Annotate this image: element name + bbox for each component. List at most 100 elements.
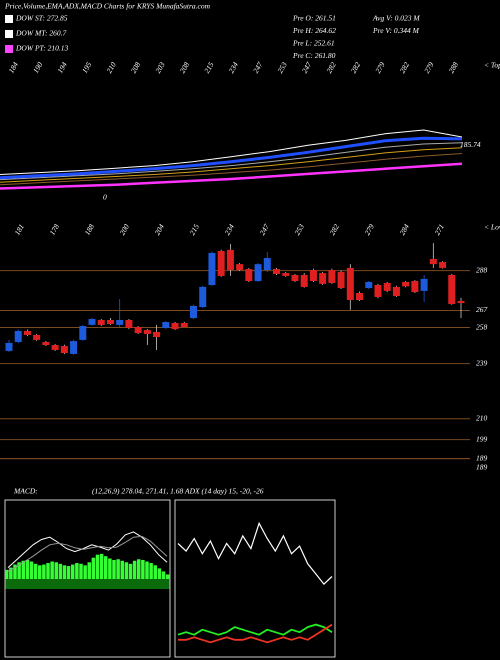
level-label: 258 [476,322,488,331]
top-label: 282 [398,60,412,74]
candle-top-label: 200 [118,222,132,236]
macd-label: MACD: [13,487,38,496]
macd-bar [124,562,129,579]
macd-bar [153,565,158,579]
macd-bar [95,554,100,579]
level-label: 267 [476,305,488,314]
level-label: 288 [476,265,488,274]
stat: Avg V: 0.023 M [372,14,420,23]
candle-body [420,278,428,291]
macd-bar [83,565,87,579]
stat: Pre H: 264.62 [292,26,336,35]
candle-body [236,264,244,271]
macd-bar [157,568,162,579]
top-label: 210 [104,60,118,74]
candle-top-label: 188 [83,222,97,236]
top-label: 203 [153,60,167,74]
candle-body [448,274,456,305]
series-line [0,136,463,180]
macd-bar [145,561,149,579]
candle-top-label: 282 [328,222,342,236]
candle-body [263,258,271,271]
candle-top-label: 284 [398,222,412,236]
candle-body [411,281,419,293]
candle-top-label: 204 [153,222,167,236]
macd-bar [108,558,112,579]
top-label: 247 [300,60,314,74]
macd-bar [99,553,104,579]
macd-bar [46,563,50,579]
candle-body [383,282,391,291]
side-label: < Lows [484,223,500,232]
macd-bar [54,562,59,579]
candle-body [23,330,31,335]
stat: Pre L: 252.61 [292,39,335,48]
macd-negative-zone [5,579,170,589]
candle-body [402,281,410,287]
series-line [0,142,463,181]
candle-body [153,331,161,338]
candle-body [457,300,465,304]
macd-bar [132,560,137,579]
legend-swatch [5,30,13,38]
macd-bar [120,560,125,579]
top-label: 282 [349,60,363,74]
macd-bar [75,563,79,579]
candle-top-label: 178 [48,222,62,236]
candle-body [300,274,308,287]
macd-bar [79,563,83,579]
legend-label: DOW MT: 260.7 [15,29,66,38]
series-line [0,162,463,190]
candle-body [217,251,225,276]
zero-label: 0 [103,193,107,202]
series-line [0,153,463,186]
macd-bar [149,563,153,579]
candle-body [291,274,299,282]
adx-frame [174,499,336,658]
macd-bar [91,557,96,579]
macd-bar [161,571,166,579]
candle-body [88,319,96,325]
top-label: 282 [324,60,338,74]
macd-bar [33,563,38,579]
candle-body [429,258,437,265]
candle-body [328,270,336,283]
candle-body [70,341,78,354]
candle-body [309,270,317,282]
macd-bar [128,563,133,579]
legend-swatch [5,45,13,53]
top-label: 253 [276,60,290,74]
candle-body [5,342,13,351]
top-label: 279 [422,60,436,74]
macd-bar [17,562,21,579]
candle-body [42,341,50,346]
candle-top-label: 215 [188,222,202,236]
candle-body [116,319,124,325]
macd-bar [87,562,92,579]
candle-body [189,305,197,319]
candle-body [356,292,364,301]
candle-body [273,269,281,274]
candle-top-label: 234 [223,222,237,236]
top-label: 234 [227,60,241,74]
candle-body [51,345,59,350]
candle-body [79,326,87,340]
macd-bar [104,556,108,579]
candle-top-label: 247 [258,222,272,236]
stat: Pre V: 0.344 M [372,26,420,35]
candle-top-label: 279 [363,222,377,236]
macd-bar [9,567,13,579]
candle-body [392,286,400,297]
macd-bar [38,565,42,579]
macd-bar [66,566,71,579]
stat: Pre C: 261.80 [292,51,336,60]
series-line [178,623,333,644]
legend-swatch [5,15,13,23]
macd-bar [141,560,145,579]
candle-body [162,322,170,328]
macd-bar [13,564,17,579]
macd-bar [42,564,46,579]
top-label: 194 [56,60,70,74]
top-label: 279 [373,60,387,74]
candle-body [180,323,188,327]
